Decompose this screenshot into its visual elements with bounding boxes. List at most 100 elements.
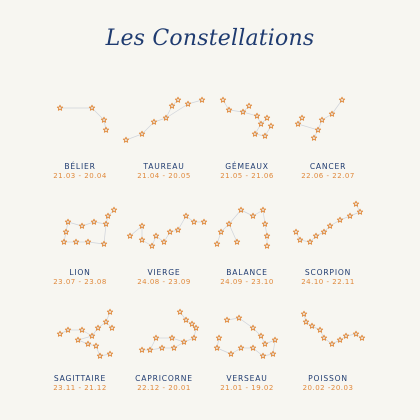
sign-name: GÉMEAUX <box>225 162 269 171</box>
star-icon <box>227 350 235 357</box>
star-icon <box>174 96 182 103</box>
constellation-line <box>103 223 107 245</box>
star-icon <box>62 228 70 235</box>
poisson-constellation-icon <box>300 310 366 347</box>
star-icon <box>296 236 304 243</box>
star-icon <box>138 236 146 243</box>
star-icon <box>308 322 316 329</box>
star-icon <box>263 242 271 249</box>
star-icon <box>352 330 360 337</box>
star-icon <box>94 324 102 331</box>
star-icon <box>249 324 257 331</box>
star-icon <box>84 238 92 245</box>
sign-name: BALANCE <box>226 268 268 277</box>
star-icon <box>60 238 68 245</box>
star-icon <box>225 106 233 113</box>
star-icon <box>225 220 233 227</box>
star-icon <box>182 212 190 219</box>
star-icon <box>110 206 118 213</box>
sign-dates: 21.05 - 21.06 <box>220 172 274 180</box>
star-icon <box>358 334 366 341</box>
capricorne-constellation-icon <box>138 308 200 353</box>
star-icon <box>249 344 257 351</box>
star-icon <box>259 206 267 213</box>
star-icon <box>261 220 269 227</box>
star-icon <box>328 110 336 117</box>
star-icon <box>64 218 72 225</box>
constellation-belier: BÉLIER 21.03 - 20.04 <box>38 96 122 192</box>
constellation-capricorne: CAPRICORNE 22.12 - 20.01 <box>122 308 206 404</box>
star-icon <box>192 324 200 331</box>
star-icon <box>336 336 344 343</box>
sign-dates: 24.10 - 22.11 <box>301 278 355 286</box>
star-icon <box>174 226 182 233</box>
star-icon <box>257 332 265 339</box>
sagittaire-constellation-icon <box>56 308 116 359</box>
star-icon <box>219 96 227 103</box>
sign-dates: 24.08 - 23.09 <box>137 278 191 286</box>
star-icon <box>259 352 267 359</box>
sign-dates: 21.03 - 20.04 <box>53 172 107 180</box>
constellation-cancer: CANCER 22.06 - 22.07 <box>286 96 370 192</box>
sign-name: SCORPION <box>304 268 352 277</box>
star-icon <box>146 346 154 353</box>
star-icon <box>213 240 221 247</box>
star-icon <box>215 334 223 341</box>
star-icon <box>336 216 344 223</box>
star-icon <box>84 340 92 347</box>
star-icon <box>292 228 300 235</box>
star-icon <box>100 116 108 123</box>
star-icon <box>346 212 354 219</box>
star-icon <box>198 96 206 103</box>
star-icon <box>342 332 350 339</box>
star-icon <box>78 222 86 229</box>
star-icon <box>88 104 96 111</box>
page-title: Les Constellations <box>105 26 315 51</box>
star-icon <box>237 344 245 351</box>
star-icon <box>92 342 100 349</box>
star-icon <box>320 334 328 341</box>
star-icon <box>188 320 196 327</box>
star-icon <box>148 242 156 249</box>
star-icon <box>74 336 82 343</box>
star-icon <box>88 332 96 339</box>
star-icon <box>152 232 160 239</box>
constellation-verseau: VERSEAU 21.01 - 19.02 <box>205 308 289 404</box>
star-icon <box>56 330 64 337</box>
constellation-line <box>238 317 254 329</box>
star-icon <box>352 200 360 207</box>
star-icon <box>104 212 112 219</box>
star-icon <box>184 100 192 107</box>
balance-constellation-icon <box>213 206 271 249</box>
sign-name: SAGITTAIRE <box>53 374 107 383</box>
star-icon <box>300 310 308 317</box>
star-icon <box>158 344 166 351</box>
star-icon <box>314 126 322 133</box>
sign-dates: 24.09 - 23.10 <box>220 278 274 286</box>
star-icon <box>150 118 158 125</box>
star-icon <box>328 340 336 347</box>
star-icon <box>223 316 231 323</box>
star-icon <box>160 238 168 245</box>
sign-dates: 20.02 -20.03 <box>302 384 354 392</box>
star-icon <box>96 352 104 359</box>
sign-dates: 22.06 - 22.07 <box>301 172 355 180</box>
star-icon <box>162 114 170 121</box>
star-icon <box>90 218 98 225</box>
belier-constellation-icon <box>56 104 110 133</box>
constellation-line <box>165 103 189 119</box>
scorpion-constellation-icon <box>292 200 364 245</box>
sign-name: CAPRICORNE <box>135 374 193 383</box>
star-icon <box>239 108 247 115</box>
sign-name: VIERGE <box>147 268 181 277</box>
sign-dates: 21.01 - 19.02 <box>220 384 274 392</box>
star-icon <box>245 102 253 109</box>
star-icon <box>261 132 269 139</box>
cancer-constellation-icon <box>294 96 346 141</box>
star-icon <box>78 326 86 333</box>
constellation-line <box>297 123 319 131</box>
star-icon <box>102 126 110 133</box>
sign-dates: 23.11 - 21.12 <box>53 384 107 392</box>
sign-dates: 23.07 - 23.08 <box>53 278 107 286</box>
